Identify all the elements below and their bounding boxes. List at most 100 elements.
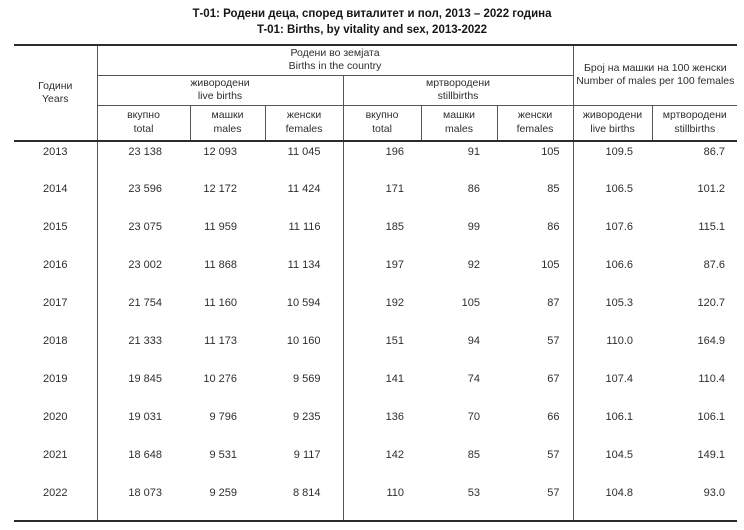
still-females-cell: 66	[497, 407, 574, 445]
live-births-label-mk: живородени	[190, 76, 250, 89]
live-total-cell: 21 754	[128, 297, 162, 309]
stillbirths-group-header: мртвородени stillbirths	[343, 75, 574, 106]
ratio-still-cell: 86.7	[703, 146, 726, 158]
still-females-cell: 57	[497, 445, 574, 483]
still-females-cell: 57	[497, 331, 574, 369]
ratio-still-label-mk: мртвородени	[662, 109, 727, 122]
ratio-still-cell: 149.1	[697, 449, 726, 461]
live-males-cell: 12 172	[203, 183, 237, 195]
table-row: 2018 21 333 11 173 10 160 151 94 57 110.…	[14, 331, 737, 369]
still-females-cell: 105	[497, 255, 574, 293]
table-row: 2015 23 075 11 959 11 116 185 99 86 107.…	[14, 217, 737, 255]
ratio-live-cell: 110.0	[606, 335, 634, 347]
ratio-live-label-mk: живородени	[582, 109, 643, 122]
live-males-label-en: males	[213, 122, 242, 135]
births-table: Години Years Родени во земјата Births in…	[14, 44, 738, 522]
still-total-cell: 110	[343, 483, 421, 522]
ratio-still-cell: 106.1	[697, 411, 726, 423]
still-males-cell: 105	[461, 297, 480, 309]
table-row: 2013 23 138 12 093 11 045 196 91 105 109…	[14, 141, 737, 179]
header-row-columns: вкупно total машки males женски females …	[14, 105, 738, 142]
table-row: 2014 23 596 12 172 11 424 171 86 85 106.…	[14, 179, 737, 217]
live-total-cell: 18 073	[97, 483, 190, 522]
live-females-cell: 9 569	[265, 369, 344, 407]
ratio-live-cell: 106.6	[605, 259, 634, 271]
ratio-live-cell: 104.8	[573, 483, 653, 522]
births-in-country-header: Родени во земјата Births in the country	[97, 45, 574, 76]
year-cell: 2020	[14, 407, 98, 445]
still-females-label-en: females	[516, 122, 554, 135]
still-males-cell: 94	[467, 335, 480, 347]
ratio-live-cell: 107.4	[605, 373, 634, 385]
still-males-label-mk: машки	[443, 109, 475, 122]
ratio-live-cell: 106.1	[605, 411, 634, 423]
still-total-label-en: total	[372, 122, 392, 135]
ratio-still-label-en: stillbirths	[674, 122, 716, 135]
table-title-mk: Т-01: Родени деца, според виталитет и по…	[192, 8, 552, 20]
live-males-cell: 11 160	[204, 297, 237, 309]
ratio-still-cell: 87.6	[703, 259, 726, 271]
ratio-still-cell: 110.4	[698, 373, 726, 385]
males-per-100-females-header: Број на машки на 100 женски Number of ma…	[572, 45, 738, 106]
live-births-label-en: live births	[197, 90, 243, 102]
years-label-en: Years	[42, 93, 69, 105]
live-males-cell: 11 868	[204, 259, 237, 271]
live-total-label-en: total	[133, 122, 154, 135]
ratio-label-en: Number of males per 100 females	[576, 75, 735, 88]
still-females-label-mk: женски	[517, 109, 553, 122]
live-total-cell: 23 596	[128, 183, 162, 195]
still-males-cell: 85	[467, 449, 480, 461]
still-total-label-mk: вкупно	[365, 109, 399, 122]
live-total-cell: 23 002	[128, 259, 162, 271]
live-total-cell: 23 138	[128, 146, 162, 158]
live-males-cell: 9 531	[209, 449, 237, 461]
table-row: 2022 18 073 9 259 8 814 110 53 57 104.8 …	[14, 483, 738, 522]
still-males-cell: 86	[467, 183, 480, 195]
live-males-cell: 11 173	[204, 335, 237, 347]
still-total-cell: 171	[385, 183, 404, 195]
still-total-cell: 151	[385, 335, 404, 347]
live-males-label-mk: машки	[211, 109, 244, 122]
still-females-header: женски females	[496, 105, 574, 142]
live-males-header: машки males	[189, 105, 265, 142]
ratio-live-label-en: live births	[590, 122, 635, 135]
still-females-cell: 57	[497, 483, 574, 522]
still-females-cell: 85	[497, 179, 574, 217]
ratio-still-cell: 93.0	[652, 483, 738, 522]
live-total-label-mk: вкупно	[127, 109, 160, 122]
year-cell: 2018	[14, 331, 98, 369]
live-females-label-en: females	[285, 122, 323, 135]
live-total-header: вкупно total	[96, 105, 190, 142]
ratio-live-cell: 104.5	[605, 449, 634, 461]
year-cell: 2014	[14, 179, 98, 217]
ratio-still-cell: 120.7	[697, 297, 726, 309]
live-females-cell: 11 424	[265, 179, 344, 217]
still-males-cell: 53	[421, 483, 497, 522]
live-females-cell: 11 134	[265, 255, 344, 293]
stillbirths-label-mk: мртвородени	[426, 76, 491, 89]
header-row-groups: Години Years Родени во земјата Births in…	[14, 45, 738, 142]
ratio-still-header: мртвородени stillbirths	[651, 105, 738, 142]
live-total-cell: 19 845	[128, 373, 162, 385]
still-males-cell: 92	[467, 259, 480, 271]
live-females-header: женски females	[264, 105, 343, 142]
year-cell: 2017	[14, 293, 98, 331]
ratio-live-cell: 106.5	[605, 183, 634, 195]
table-row: 2020 19 031 9 796 9 235 136 70 66 106.1 …	[14, 407, 737, 445]
still-males-cell: 74	[467, 373, 480, 385]
still-total-cell: 197	[385, 259, 404, 271]
table-row: 2021 18 648 9 531 9 117 142 85 57 104.5 …	[14, 445, 737, 483]
still-males-label-en: males	[444, 122, 473, 135]
live-females-cell: 8 814	[265, 483, 344, 522]
ratio-live-cell: 107.6	[605, 221, 634, 233]
live-females-cell: 11 116	[265, 217, 344, 255]
ratio-live-cell: 109.5	[605, 146, 634, 158]
live-births-group-header: живородени live births	[97, 75, 344, 106]
live-females-cell: 9 117	[265, 445, 344, 483]
still-males-cell: 70	[467, 411, 480, 423]
still-total-header: вкупно total	[342, 105, 421, 142]
year-cell: 2015	[14, 217, 98, 255]
live-males-cell: 9 796	[209, 411, 237, 423]
still-males-header: машки males	[420, 105, 497, 142]
